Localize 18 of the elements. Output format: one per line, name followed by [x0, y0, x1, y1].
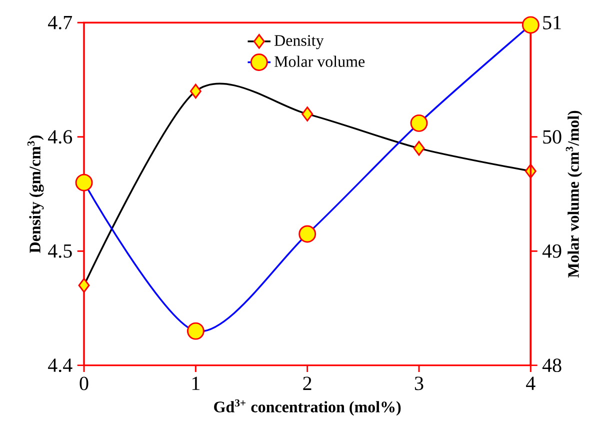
- y2-axis-title: Molar volume (cm$^{3}$/mol): [566, 110, 582, 278]
- y2-tick-label: 49: [542, 244, 562, 258]
- legend-label: Molar volume: [274, 56, 365, 67]
- y-tick-label: 4.4: [48, 358, 72, 372]
- y-axis-title: Density (gm/cm$^{3}$): [27, 135, 44, 253]
- x-axis-title: Gd$^{3+}$ concentration (mol%): [214, 399, 401, 416]
- legend-label: Density: [274, 35, 324, 50]
- x-tick-label: 4: [526, 376, 536, 390]
- y2-tick-label: 51: [543, 16, 561, 30]
- y2-tick-label: 50: [543, 130, 562, 144]
- y2-tick-label: 48: [542, 358, 562, 372]
- x-tick-label: 0: [80, 376, 88, 390]
- y-tick-label: 4.6: [48, 130, 72, 144]
- x-tick-label: 1: [192, 376, 200, 390]
- y-tick-label: 4.7: [48, 16, 72, 30]
- x-tick-label: 3: [414, 376, 424, 390]
- y-tick-label: 4.5: [48, 244, 72, 258]
- x-tick-label: 2: [303, 376, 312, 390]
